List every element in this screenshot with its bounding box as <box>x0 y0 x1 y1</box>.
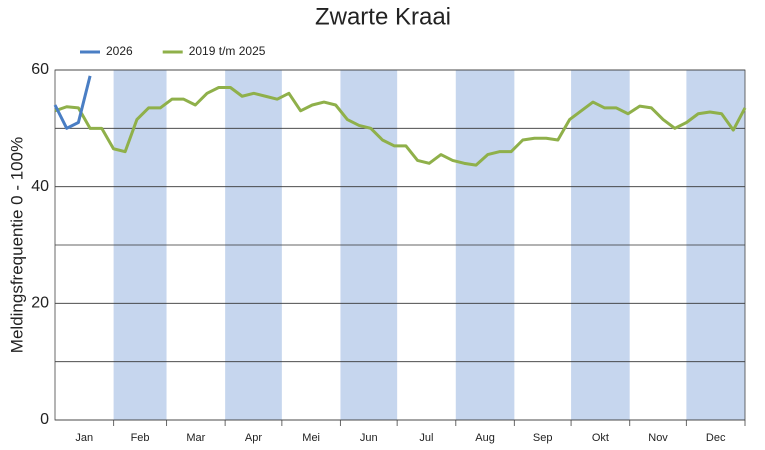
plot-frame <box>54 69 746 421</box>
x-tick-label: Aug <box>475 432 495 444</box>
chart-title: Zwarte Kraai <box>315 3 451 30</box>
x-tick-label: Dec <box>706 432 726 444</box>
y-axis-label: Meldingsfrequentie 0 - 100% <box>7 137 26 353</box>
x-tick-label: Sep <box>533 432 553 444</box>
x-tick-label: Mei <box>302 432 320 444</box>
series-line <box>54 86 747 167</box>
legend-label: 2019 t/m 2025 <box>189 44 266 58</box>
x-tick-label: Jul <box>419 432 433 444</box>
y-tick-label: 40 <box>31 178 49 195</box>
x-tick-label: Mar <box>186 432 205 444</box>
legend-label: 2026 <box>106 44 133 58</box>
y-tick-label: 20 <box>31 295 49 312</box>
x-tick-label: Feb <box>131 432 150 444</box>
x-tick-label: Apr <box>245 432 262 444</box>
series-line <box>53 75 92 130</box>
x-tick-label: Jan <box>75 432 93 444</box>
x-tick-label: Okt <box>592 432 609 444</box>
x-tick-label: Nov <box>648 432 668 444</box>
y-tick-label: 0 <box>40 411 49 428</box>
x-tick-label: Jun <box>360 432 378 444</box>
y-tick-label: 60 <box>31 61 49 78</box>
